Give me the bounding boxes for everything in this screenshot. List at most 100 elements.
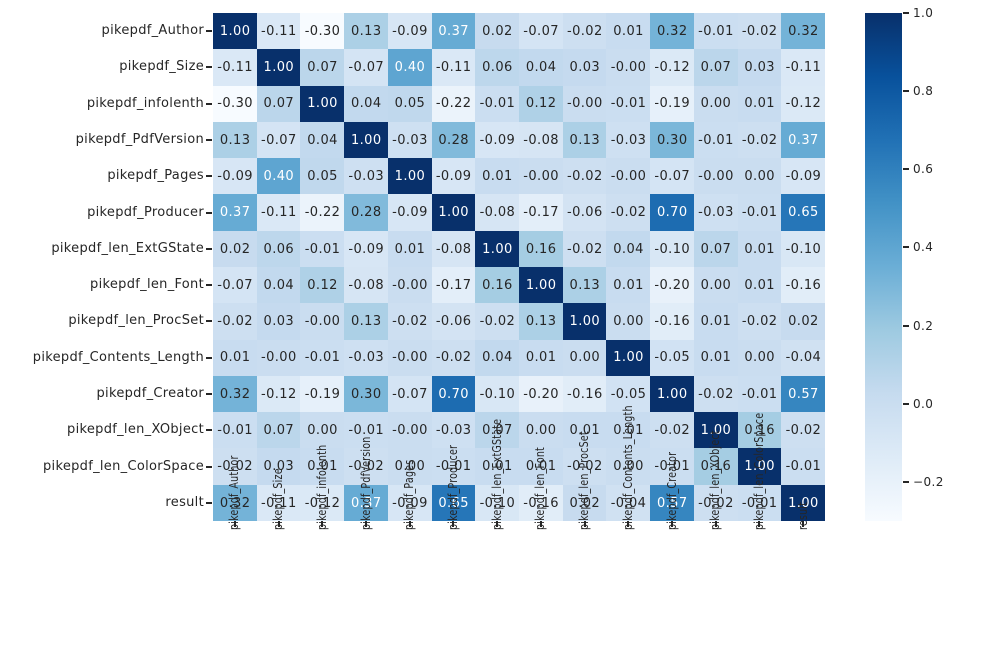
heatmap-cell: -0.02 <box>387 303 433 341</box>
heatmap-cell: 0.07 <box>475 412 520 449</box>
heatmap-cell: 0.01 <box>213 339 258 377</box>
heatmap-cell: 0.57 <box>650 484 695 522</box>
y-tick-mark <box>206 139 212 141</box>
heatmap-cell: -0.09 <box>344 230 389 268</box>
heatmap-cell: 0.32 <box>213 375 258 413</box>
heatmap-cell: 0.01 <box>387 230 433 268</box>
heatmap-cell: -0.11 <box>256 484 301 522</box>
heatmap-cell: 0.06 <box>475 49 520 87</box>
heatmap-cell: -0.02 <box>431 339 476 377</box>
heatmap-cell: 0.40 <box>387 49 433 87</box>
heatmap-cell: -0.08 <box>344 267 389 304</box>
heatmap-cell: -0.04 <box>781 339 826 377</box>
heatmap-cell: -0.09 <box>213 158 258 195</box>
heatmap-cell: -0.09 <box>387 194 433 232</box>
heatmap-cell: 0.02 <box>475 13 520 50</box>
heatmap-cell: 0.12 <box>300 267 345 304</box>
heatmap-cell: 0.02 <box>781 303 826 341</box>
heatmap-cell: -0.10 <box>475 484 520 522</box>
heatmap-cell: -0.01 <box>344 412 389 449</box>
x-tick-mark <box>277 521 280 527</box>
heatmap-cell: 0.03 <box>737 49 782 87</box>
heatmap-cell: -0.01 <box>737 484 782 522</box>
y-tick-mark <box>206 465 212 468</box>
colorbar-tick-label: 1.0 <box>913 6 934 20</box>
y-tick-label: pikepdf_infolenth <box>86 95 204 111</box>
colorbar-tick-label: 0.6 <box>913 162 934 177</box>
heatmap-cell: 0.13 <box>562 121 607 159</box>
heatmap-cell: -0.22 <box>300 194 345 232</box>
y-tick-mark <box>206 30 212 33</box>
heatmap-cell: 0.07 <box>256 412 301 449</box>
x-tick-label: pikepdf_Author <box>226 455 244 605</box>
heatmap-cell: 0.07 <box>300 49 345 87</box>
heatmap-cell: -0.02 <box>781 412 826 449</box>
heatmap-cell: -0.30 <box>213 85 258 123</box>
heatmap-cell: -0.00 <box>256 339 301 377</box>
heatmap-cell: -0.11 <box>256 194 301 232</box>
x-tick-mark <box>671 521 673 527</box>
heatmap-cell: -0.02 <box>737 121 782 159</box>
x-tick-label: result <box>794 502 812 558</box>
heatmap-cell: -0.02 <box>562 13 607 50</box>
heatmap-cell: -0.08 <box>475 194 520 232</box>
heatmap-cell: 0.00 <box>693 85 739 123</box>
x-tick-label-text: pikepdf_Pages <box>402 459 418 530</box>
heatmap-cell: -0.05 <box>650 339 695 377</box>
x-tick-label-text: pikepdf_infolenth <box>314 444 330 530</box>
x-tick-mark <box>452 521 455 527</box>
x-tick-label: pikepdf_len_XObject <box>707 430 725 630</box>
heatmap-cell: -0.07 <box>519 13 564 50</box>
heatmap-cell: 0.00 <box>606 303 651 341</box>
heatmap-cell: 1.00 <box>387 158 433 195</box>
heatmap-cell: 0.37 <box>344 484 389 522</box>
heatmap-cell: 0.07 <box>693 230 739 268</box>
heatmap-cell: -0.01 <box>300 230 345 268</box>
heatmap-cell: -0.07 <box>387 375 433 413</box>
heatmap-cell: 0.37 <box>213 194 258 232</box>
heatmap-cell: 0.37 <box>431 13 476 50</box>
x-tick-mark <box>802 521 805 527</box>
heatmap-cell: -0.02 <box>562 230 607 268</box>
heatmap-cell: 1.00 <box>431 194 476 232</box>
heatmap-cell: -0.02 <box>213 303 258 341</box>
heatmap-cell: -0.02 <box>213 448 258 486</box>
x-tick-mark <box>714 521 717 527</box>
heatmap-cell: 0.00 <box>387 448 433 486</box>
heatmap-cell: 0.30 <box>650 121 695 159</box>
heatmap-cell: 0.00 <box>737 158 782 195</box>
heatmap-cell: -0.06 <box>431 303 476 341</box>
y-tick-mark <box>206 501 212 504</box>
heatmap-cell: -0.01 <box>300 339 345 377</box>
heatmap-cell: -0.20 <box>519 375 564 413</box>
heatmap-cell: -0.16 <box>650 303 695 341</box>
heatmap-cell: -0.03 <box>387 121 433 159</box>
heatmap-cell: -0.10 <box>650 230 695 268</box>
x-tick-label: pikepdf_Size <box>270 468 288 592</box>
heatmap-cell: 0.06 <box>256 230 301 268</box>
heatmap-cell: 1.00 <box>344 121 389 159</box>
heatmap-cell: -0.17 <box>431 267 476 304</box>
heatmap-cell: 0.00 <box>300 412 345 449</box>
heatmap-cell: -0.07 <box>213 267 258 304</box>
heatmap-cell: -0.02 <box>693 484 739 522</box>
heatmap-cell: 0.00 <box>562 339 607 377</box>
heatmap-cell: -0.12 <box>781 85 826 123</box>
heatmap-cell: 0.16 <box>737 412 782 449</box>
y-tick-label: pikepdf_len_ExtGState <box>51 240 204 256</box>
heatmap-cell: 0.70 <box>431 375 476 413</box>
heatmap-cell: -0.02 <box>475 303 520 341</box>
heatmap-cell: 0.04 <box>300 121 345 159</box>
heatmap-cell: -0.02 <box>562 158 607 195</box>
heatmap-cell: 0.00 <box>693 267 739 304</box>
x-tick-label-text: pikepdf_len_XObject <box>708 430 724 530</box>
y-tick-label: pikepdf_Contents_Length <box>32 349 204 365</box>
heatmap-cell: -0.06 <box>562 194 607 232</box>
heatmap-cell: -0.10 <box>781 230 826 268</box>
y-tick-label: pikepdf_len_ColorSpace <box>42 458 204 474</box>
y-tick-mark <box>206 66 212 69</box>
heatmap-cell: -0.01 <box>606 85 651 123</box>
heatmap-cell: 0.37 <box>781 121 826 159</box>
heatmap-cell: 0.13 <box>519 303 564 341</box>
y-tick-mark <box>206 284 212 287</box>
